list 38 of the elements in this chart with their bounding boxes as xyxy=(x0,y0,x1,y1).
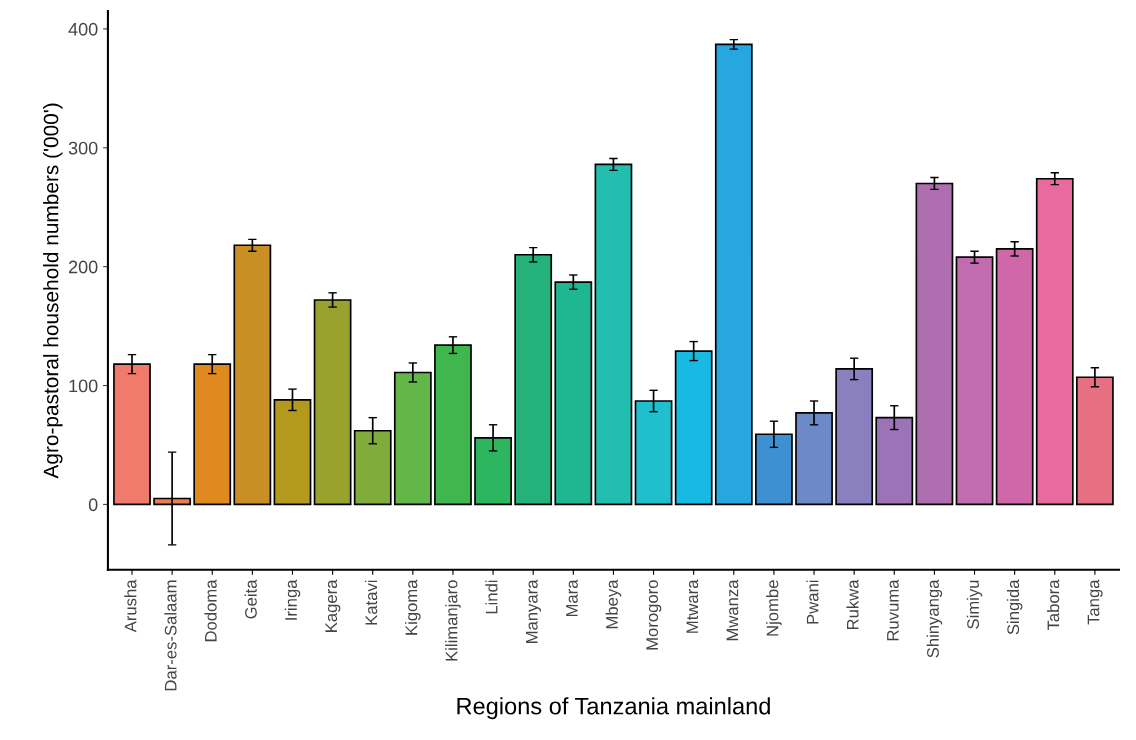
x-tick-label: Mwanza xyxy=(726,579,739,641)
x-tick-label: Mara xyxy=(566,579,578,617)
x-tick-label: Singida xyxy=(1006,579,1023,635)
x-tick-label: Katavi xyxy=(364,580,378,625)
x-tick-label: Mbeya xyxy=(605,579,622,629)
x-tick-label: Rukwa xyxy=(846,579,859,630)
x-tick-label: Shinyanga xyxy=(926,579,943,658)
x-tick-label: Morogoro xyxy=(646,580,662,650)
y-axis-title: Agro-pastoral household numbers ('000') xyxy=(43,103,63,479)
x-axis-title: Regions of Tanzania mainland xyxy=(457,697,770,720)
x-tick-label: Njombe xyxy=(766,580,782,636)
x-tick-label: Kagera xyxy=(325,579,341,632)
x-tick-label: Tabora xyxy=(1047,579,1060,631)
bar xyxy=(915,182,954,506)
bar xyxy=(714,43,753,506)
y-tick-label: 200 xyxy=(68,260,98,274)
y-tick-label: 300 xyxy=(68,141,98,155)
bar xyxy=(233,244,272,506)
x-tick-label: Manyara xyxy=(526,579,541,643)
bar xyxy=(1035,177,1074,506)
x-tick-label: Iringa xyxy=(284,579,301,620)
x-tick-label: Tanga xyxy=(1087,579,1103,625)
y-tick-label: 400 xyxy=(68,22,98,36)
x-tick-label: Pwani xyxy=(806,580,819,624)
bar xyxy=(955,256,994,506)
y-tick-label: 100 xyxy=(69,379,98,393)
x-tick-label: Kilimanjaro xyxy=(445,580,461,661)
x-tick-label: Geita xyxy=(244,579,257,619)
bar xyxy=(594,163,633,506)
x-tick-label: Dar-es-Salaam xyxy=(164,580,177,691)
x-tick-label: Arusha xyxy=(124,579,137,633)
x-tick-label: Kigoma xyxy=(405,579,421,635)
y-tick-label: 0 xyxy=(88,498,98,512)
x-tick-label: Mtwara xyxy=(686,579,699,633)
x-tick-label: Lindi xyxy=(485,580,498,614)
x-tick-label: Ruvuma xyxy=(887,579,899,641)
x-tick-label: Simiyu xyxy=(966,580,983,629)
x-tick-label: Dodoma xyxy=(204,579,217,642)
